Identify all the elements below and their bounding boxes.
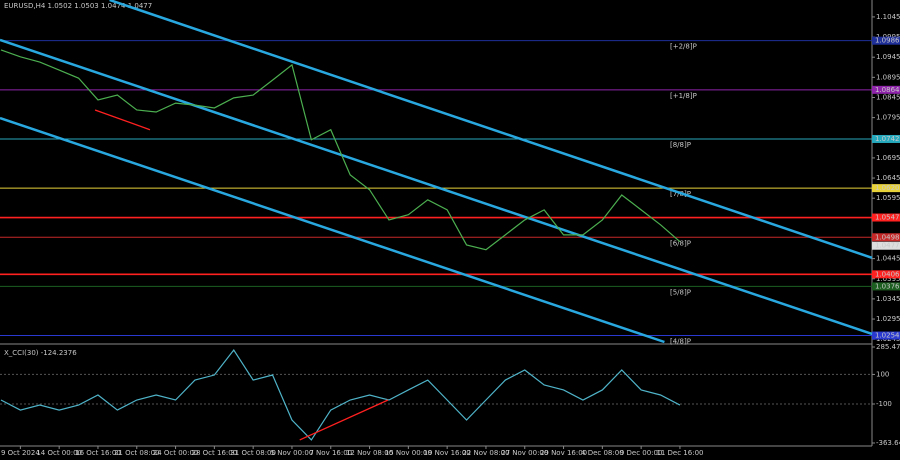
price-tag-label: 1.0547: [875, 214, 900, 222]
murrey-label: [8/8]P: [670, 141, 691, 149]
x-tick-label: 27 Nov 00:00: [501, 449, 548, 457]
price-tag: [872, 233, 900, 242]
channel-line: [0, 38, 873, 336]
price-tag: [872, 270, 900, 279]
x-tick-label: 19 Nov 16:00: [424, 449, 471, 457]
x-tick-label: 28 Oct 16:00: [192, 449, 238, 457]
price-tag-label: 1.0254: [875, 332, 900, 340]
y-tick-label: 1.0345: [876, 295, 900, 303]
x-tick-label: 24 Oct 00:00: [153, 449, 199, 457]
price-tag: [872, 184, 900, 193]
x-tick-label: 14 Oct 00:00: [36, 449, 82, 457]
murrey-label: [6/8]P: [670, 239, 691, 247]
y-tick-label: 1.0395: [876, 275, 900, 283]
x-tick-label: 21 Oct 08:00: [114, 449, 160, 457]
x-tick-label: 12 Nov 08:00: [346, 449, 393, 457]
divergence-line: [299, 399, 389, 441]
murrey-label: [+2/8]P: [670, 43, 697, 51]
x-tick-label: 7 Nov 16:00: [309, 449, 352, 457]
x-tick-label: 11 Dec 16:00: [656, 449, 703, 457]
price-tag-label: 1.0376: [875, 282, 900, 290]
y-tick-label: 1.0945: [876, 53, 900, 61]
y-tick-label: 1.0445: [876, 255, 900, 263]
price-tag-label: 1.0498: [875, 233, 900, 241]
channel-line: [109, 0, 873, 259]
x-tick-label: 9 Oct 2024: [1, 449, 40, 457]
x-tick-label: 31 Oct 08:00: [230, 449, 276, 457]
price-tag-label: 1.0986: [875, 37, 900, 45]
y-tick-label: 1.0895: [876, 73, 900, 81]
x-tick-label: 16 Oct 16:00: [75, 449, 121, 457]
price-line: [0, 49, 681, 251]
y-tick-label: 285.4725: [876, 343, 900, 351]
price-tag-label: 1.0620: [875, 184, 900, 192]
y-tick-label: 1.1045: [876, 13, 900, 21]
y-tick-label: 1.0295: [876, 315, 900, 323]
price-tag-label: 1.0864: [875, 86, 900, 94]
divergence-line: [94, 109, 151, 131]
current-price-tag: [872, 241, 900, 250]
panel-title: EURUSD,H4 1.0502 1.0503 1.0474 1.0477: [4, 2, 152, 10]
y-tick-label: 1.0845: [876, 93, 900, 101]
y-tick-label: -100: [876, 400, 892, 408]
x-tick-label: 22 Nov 08:00: [462, 449, 509, 457]
y-tick-label: 1.0795: [876, 114, 900, 122]
x-tick-label: 29 Nov 16:00: [540, 449, 587, 457]
murrey-label: [+1/8]P: [670, 92, 697, 100]
price-tag: [872, 36, 900, 45]
y-tick-label: 1.0695: [876, 154, 900, 162]
price-tag-label: 1.0742: [875, 135, 900, 143]
murrey-label: [4/8]P: [670, 338, 691, 346]
x-tick-label: 15 Nov 00:00: [385, 449, 432, 457]
y-tick-label: -363.641: [876, 439, 900, 447]
price-tag: [872, 282, 900, 291]
y-tick-label: 100: [876, 370, 889, 378]
x-tick-label: 4 Dec 08:00: [581, 449, 624, 457]
x-tick-label: 9 Dec 00:00: [620, 449, 663, 457]
murrey-label: [5/8]P: [670, 288, 691, 296]
price-tag: [872, 331, 900, 340]
x-tick-label: 5 Nov 00:00: [271, 449, 314, 457]
current-price-label: 1.0477: [875, 242, 900, 250]
price-tag-label: 1.0406: [875, 270, 900, 278]
price-line: [0, 348, 681, 441]
price-tag: [872, 85, 900, 94]
price-tag: [872, 134, 900, 143]
price-tag: [872, 213, 900, 222]
channel-line: [0, 116, 665, 344]
y-tick-label: 1.0645: [876, 174, 900, 182]
y-tick-label: 1.0595: [876, 194, 900, 202]
panel-title: X_CCI(30) -124.2376: [4, 349, 77, 357]
